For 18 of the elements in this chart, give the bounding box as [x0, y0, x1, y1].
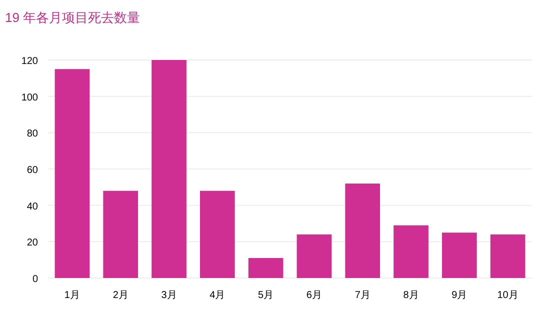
- xtick: 9月: [452, 290, 468, 301]
- xtick: 8月: [403, 290, 419, 301]
- xtick: 6月: [306, 290, 322, 301]
- title: 19 年各月项目死去数量: [5, 10, 140, 25]
- ytick: 60: [26, 165, 38, 176]
- ytick: 80: [26, 128, 38, 140]
- xtick: 1月: [64, 290, 80, 301]
- ytick: 40: [26, 201, 38, 212]
- xtick: 10月: [497, 290, 518, 301]
- ytick: 20: [26, 238, 38, 249]
- xtick: 7月: [354, 290, 370, 301]
- ytick: 0: [32, 274, 38, 285]
- xtick: 5月: [258, 290, 274, 301]
- ytick: 120: [21, 56, 38, 67]
- xtick: 2月: [112, 290, 128, 301]
- ytick: 100: [21, 92, 38, 104]
- xtick: 4月: [210, 290, 226, 301]
- xtick: 3月: [161, 290, 177, 301]
